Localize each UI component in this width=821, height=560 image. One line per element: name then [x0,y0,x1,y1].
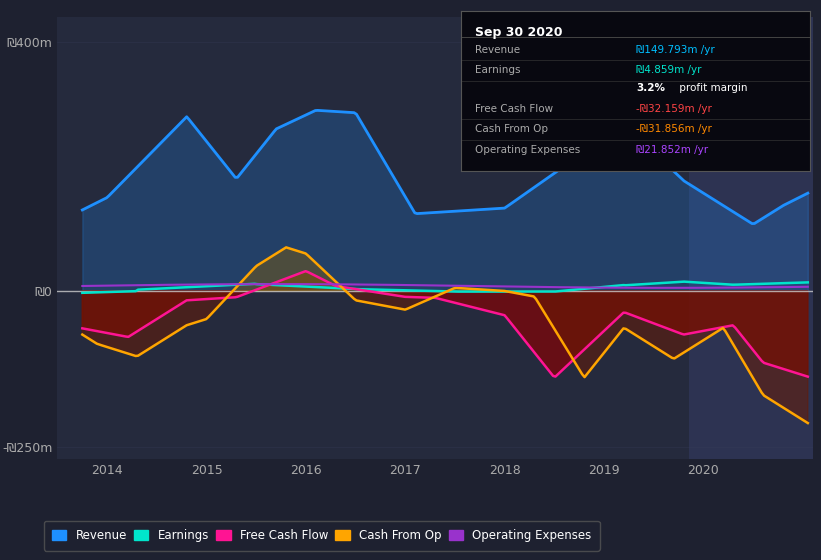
Text: Sep 30 2020: Sep 30 2020 [475,26,563,39]
Bar [689,17,813,459]
Legend: Revenue, Earnings, Free Cash Flow, Cash From Op, Operating Expenses: Revenue, Earnings, Free Cash Flow, Cash … [44,521,599,550]
Text: profit margin: profit margin [676,83,747,93]
Text: Free Cash Flow: Free Cash Flow [475,104,553,114]
Text: Earnings: Earnings [475,66,521,75]
Text: -₪32.159m /yr: -₪32.159m /yr [636,104,712,114]
Text: Operating Expenses: Operating Expenses [475,145,580,155]
Text: ₪21.852m /yr: ₪21.852m /yr [636,145,708,155]
Text: ₪4.859m /yr: ₪4.859m /yr [636,66,701,75]
Text: 3.2%: 3.2% [636,83,665,93]
Text: ₪149.793m /yr: ₪149.793m /yr [636,44,714,54]
Text: Revenue: Revenue [475,44,521,54]
Text: Cash From Op: Cash From Op [475,124,548,134]
Text: -₪31.856m /yr: -₪31.856m /yr [636,124,712,134]
